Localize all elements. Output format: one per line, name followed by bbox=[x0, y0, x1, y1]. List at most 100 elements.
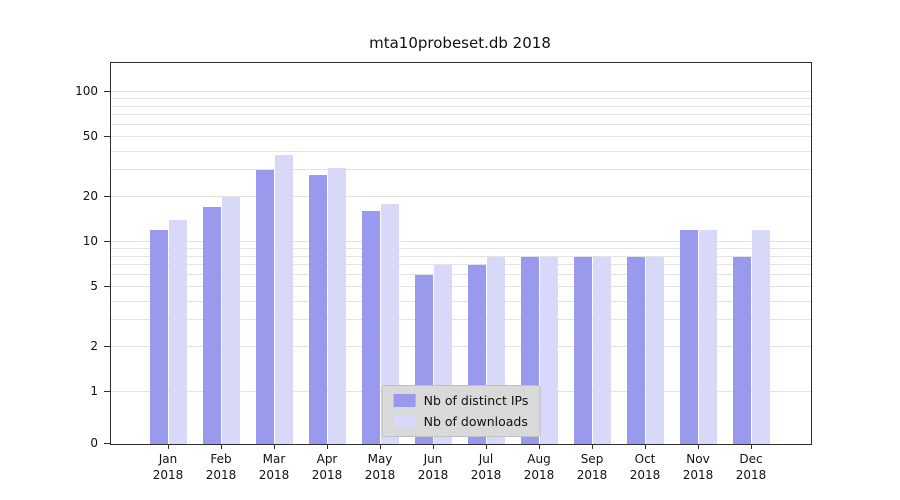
bar-nb-of-downloads-mar bbox=[275, 155, 293, 444]
x-axis-year-label: 2018 bbox=[205, 468, 237, 482]
x-axis-tick-mark bbox=[592, 444, 593, 449]
gridline bbox=[111, 136, 811, 138]
x-axis-tick-label: Sep 2018 bbox=[560, 451, 624, 483]
gridline bbox=[111, 97, 811, 99]
bar-nb-of-distinct-ips-dec bbox=[733, 256, 751, 444]
x-axis-tick-label: Oct 2018 bbox=[613, 451, 677, 483]
x-axis-year-label: 2018 bbox=[523, 468, 555, 482]
legend-item-downloads: Nb of downloads bbox=[393, 414, 529, 429]
y-axis-tick-label: 2 bbox=[90, 338, 98, 353]
x-axis-year-label: 2018 bbox=[311, 468, 343, 482]
bar-nb-of-downloads-jan bbox=[169, 220, 187, 444]
x-axis-tick-mark bbox=[380, 444, 381, 449]
gridline bbox=[111, 150, 811, 152]
x-axis-tick-mark bbox=[433, 444, 434, 449]
gridline bbox=[111, 91, 811, 92]
x-axis-month-label: Apr bbox=[316, 452, 338, 466]
x-axis-tick-mark bbox=[274, 444, 275, 449]
x-axis-tick-label: Jan 2018 bbox=[136, 451, 200, 483]
x-axis-month-label: Jul bbox=[478, 452, 494, 466]
gridline bbox=[111, 124, 811, 126]
bar-nb-of-downloads-apr bbox=[328, 168, 346, 444]
y-axis-tick-mark bbox=[104, 286, 110, 288]
y-axis-tick-mark bbox=[104, 345, 110, 347]
legend-swatch-distinct-ips bbox=[393, 394, 416, 407]
x-axis-tick-label: Nov 2018 bbox=[666, 451, 730, 483]
x-axis-month-label: May bbox=[367, 452, 393, 466]
y-axis-tick-mark bbox=[104, 91, 110, 92]
gridline bbox=[111, 114, 811, 116]
gridline bbox=[111, 264, 811, 266]
bar-nb-of-distinct-ips-mar bbox=[256, 170, 274, 444]
bar-nb-of-downloads-nov bbox=[699, 230, 717, 444]
legend-label-distinct-ips: Nb of distinct IPs bbox=[423, 393, 529, 408]
x-axis-month-label: Mar bbox=[262, 452, 286, 466]
gridline bbox=[111, 169, 811, 171]
y-axis-tick-label: 100 bbox=[75, 84, 98, 98]
bar-nb-of-downloads-aug bbox=[540, 256, 558, 444]
x-axis-year-label: 2018 bbox=[417, 468, 449, 482]
x-axis-year-label: 2018 bbox=[152, 468, 184, 482]
y-axis-tick-mark bbox=[104, 241, 110, 242]
bar-nb-of-distinct-ips-oct bbox=[627, 256, 645, 444]
gridline bbox=[111, 345, 811, 347]
bar-nb-of-downloads-sep bbox=[593, 256, 611, 444]
legend-swatch-downloads bbox=[393, 415, 416, 428]
gridline bbox=[111, 241, 811, 242]
x-axis-tick-label: Dec 2018 bbox=[719, 451, 783, 483]
gridline bbox=[111, 274, 811, 276]
gridline bbox=[111, 255, 811, 257]
x-axis-month-label: Jun bbox=[423, 452, 443, 466]
x-axis-tick-label: May 2018 bbox=[348, 451, 412, 483]
bar-nb-of-downloads-may bbox=[381, 203, 399, 444]
x-axis-tick-label: Apr 2018 bbox=[295, 451, 359, 483]
x-axis-month-label: Sep bbox=[580, 452, 604, 466]
legend-label-downloads: Nb of downloads bbox=[423, 414, 528, 429]
y-axis-tick-mark bbox=[104, 195, 110, 197]
gridline bbox=[111, 286, 811, 288]
x-axis-tick-mark bbox=[168, 444, 169, 449]
bar-nb-of-distinct-ips-feb bbox=[203, 207, 221, 444]
y-axis-tick-mark bbox=[104, 391, 110, 392]
x-axis-year-label: 2018 bbox=[629, 468, 661, 482]
bar-nb-of-distinct-ips-sep bbox=[574, 256, 592, 444]
legend-item-distinct-ips: Nb of distinct IPs bbox=[393, 393, 529, 408]
y-axis-tick-label: 5 bbox=[90, 279, 98, 294]
gridline bbox=[111, 300, 811, 302]
chart-title: mta10probeset.db 2018 bbox=[369, 34, 551, 52]
bar-nb-of-downloads-dec bbox=[752, 230, 770, 444]
y-axis-tick-label: 0 bbox=[90, 436, 98, 450]
bar-nb-of-downloads-oct bbox=[646, 256, 664, 444]
x-axis-year-label: 2018 bbox=[682, 468, 714, 482]
plot-area: Nb of distinct IPs Nb of downloads bbox=[110, 62, 812, 445]
x-axis-tick-mark bbox=[698, 444, 699, 449]
legend: Nb of distinct IPs Nb of downloads bbox=[381, 385, 541, 437]
y-axis-tick-label: 1 bbox=[90, 384, 98, 398]
gridline bbox=[111, 195, 811, 197]
bar-nb-of-distinct-ips-jan bbox=[150, 230, 168, 444]
x-axis-tick-label: Jul 2018 bbox=[454, 451, 518, 483]
bar-nb-of-distinct-ips-apr bbox=[309, 174, 327, 444]
x-axis-month-label: Oct bbox=[634, 452, 656, 466]
x-axis-tick-mark bbox=[645, 444, 646, 449]
gridline bbox=[111, 105, 811, 107]
x-axis-year-label: 2018 bbox=[470, 468, 502, 482]
y-axis-tick-mark bbox=[104, 443, 110, 444]
x-axis-year-label: 2018 bbox=[364, 468, 396, 482]
x-axis-month-label: Aug bbox=[527, 452, 551, 466]
x-axis-tick-label: Aug 2018 bbox=[507, 451, 571, 483]
y-axis-tick-label: 10 bbox=[82, 234, 98, 248]
x-axis-tick-label: Mar 2018 bbox=[242, 451, 306, 483]
bar-nb-of-distinct-ips-may bbox=[362, 211, 380, 444]
bar-nb-of-downloads-feb bbox=[222, 196, 240, 444]
x-axis-month-label: Jan bbox=[158, 452, 178, 466]
x-axis-tick-mark bbox=[221, 444, 222, 449]
x-axis-year-label: 2018 bbox=[735, 468, 767, 482]
x-axis-tick-label: Jun 2018 bbox=[401, 451, 465, 483]
bar-nb-of-distinct-ips-nov bbox=[680, 230, 698, 444]
y-axis-tick-mark bbox=[104, 136, 110, 138]
x-axis-tick-mark bbox=[751, 444, 752, 449]
x-axis-year-label: 2018 bbox=[576, 468, 608, 482]
gridline bbox=[111, 247, 811, 249]
